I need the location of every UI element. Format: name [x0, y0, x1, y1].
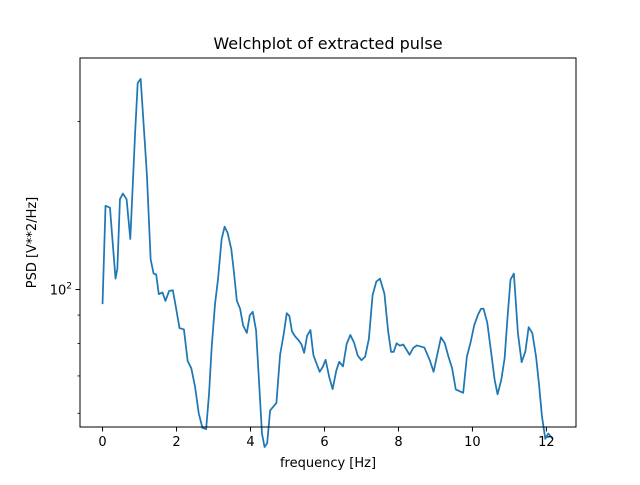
x-axis-label: frequency [Hz]	[280, 456, 376, 471]
x-tick-label: 8	[394, 435, 402, 450]
y-tick-label: 102	[50, 282, 72, 299]
plot-area	[101, 78, 554, 448]
x-tick-label: 2	[172, 435, 180, 450]
x-tick-label: 0	[98, 435, 106, 450]
x-tick-label: 6	[320, 435, 328, 450]
chart-title: Welchplot of extracted pulse	[213, 34, 442, 53]
x-tick-label: 10	[464, 435, 481, 450]
x-tick-label: 4	[246, 435, 254, 450]
axis-ticks: 0 2 4 6 8 10 12 102	[50, 121, 555, 450]
axes-frame	[79, 57, 577, 428]
series-line-0	[101, 78, 554, 448]
x-tick-label: 12	[538, 435, 555, 450]
y-axis-label: PSD [V**2/Hz]	[25, 197, 40, 289]
